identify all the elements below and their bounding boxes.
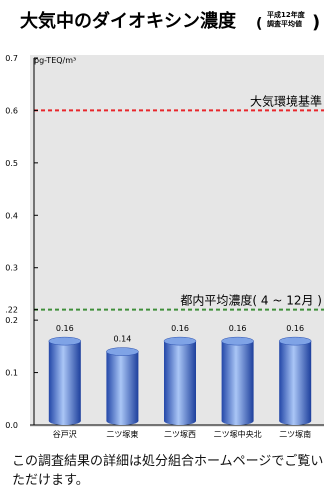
y-tick-label: 0.2 bbox=[5, 316, 18, 325]
bar-base bbox=[164, 417, 196, 425]
x-axis-labels: 谷戸沢 二ツ塚東 二ツ塚西 二ツ塚中央北 二ツ塚南 bbox=[53, 429, 311, 439]
bar-cap bbox=[163, 336, 197, 346]
title-paren-open: ( bbox=[256, 16, 262, 32]
bar-cap bbox=[48, 336, 82, 346]
bar-base bbox=[221, 417, 254, 425]
bar-body bbox=[221, 341, 254, 421]
x-tick-label: 二ツ塚中央北 bbox=[214, 429, 262, 439]
bar-body bbox=[106, 351, 139, 421]
bar-cap bbox=[106, 347, 139, 356]
title-note-average: 調査平均値 bbox=[267, 19, 302, 28]
y-tick-label: 0.0 bbox=[5, 421, 18, 430]
y-axis-label: pg-TEQ/m³ bbox=[34, 56, 76, 65]
x-tick-label: 二ツ塚東 bbox=[106, 429, 138, 439]
bar-value-label: 0.16 bbox=[56, 324, 74, 333]
y-axis: 0.0 0.1 0.2.22 0.3 0.4 0.5 0.6 0.7 bbox=[5, 54, 324, 430]
bar-base bbox=[48, 417, 81, 425]
bar-base bbox=[106, 417, 139, 425]
bar-body bbox=[164, 341, 196, 421]
bar-body bbox=[279, 341, 312, 421]
bar: 0.16 bbox=[278, 324, 312, 425]
bar-value-label: 0.16 bbox=[229, 324, 247, 333]
reference-label-standard: 大気環境基準 bbox=[250, 93, 322, 108]
x-tick-label: 谷戸沢 bbox=[53, 430, 77, 439]
chart: 大気中のダイオキシン濃度 平成12年度 調査平均値 ) ( 大気環境基準都内平均… bbox=[5, 10, 324, 439]
y-tick-label: 0.7 bbox=[5, 54, 18, 63]
y-tick-label: 0.1 bbox=[5, 369, 18, 378]
bar-body bbox=[48, 341, 81, 421]
title-note-year: 平成12年度 bbox=[267, 10, 306, 19]
title-paren-close: ) bbox=[312, 12, 320, 33]
reference-label-tokyo-average: 都内平均濃度( 4 ~ 12月 ) bbox=[180, 293, 322, 308]
bar-value-label: 0.14 bbox=[113, 335, 131, 344]
bar: 0.16 bbox=[163, 324, 197, 425]
y-tick-label: 0.4 bbox=[5, 211, 18, 220]
y-tick-label: 0.3 bbox=[5, 264, 18, 273]
bar: 0.16 bbox=[221, 324, 254, 425]
bar-base bbox=[279, 417, 312, 425]
chart-title: 大気中のダイオキシン濃度 bbox=[20, 10, 237, 32]
bar-cap bbox=[221, 336, 254, 346]
bar-cap bbox=[278, 336, 312, 346]
footer-note: この調査結果の詳細は処分組合ホームページでご覧いただけます。 bbox=[12, 454, 324, 488]
y-tick-label: 0.5 bbox=[5, 159, 18, 168]
bar-value-label: 0.16 bbox=[286, 324, 304, 333]
bar-value-label: 0.16 bbox=[171, 324, 189, 333]
y-tick-label: .22 bbox=[5, 306, 18, 315]
bar: 0.14 bbox=[106, 335, 139, 425]
x-tick-label: 二ツ塚南 bbox=[279, 429, 311, 439]
bars: 0.16 0.14 0.16 0.16 0.16 bbox=[48, 324, 312, 425]
x-tick-label: 二ツ塚西 bbox=[164, 430, 196, 439]
bar: 0.16 bbox=[48, 324, 82, 425]
y-tick-label: 0.6 bbox=[5, 106, 18, 115]
